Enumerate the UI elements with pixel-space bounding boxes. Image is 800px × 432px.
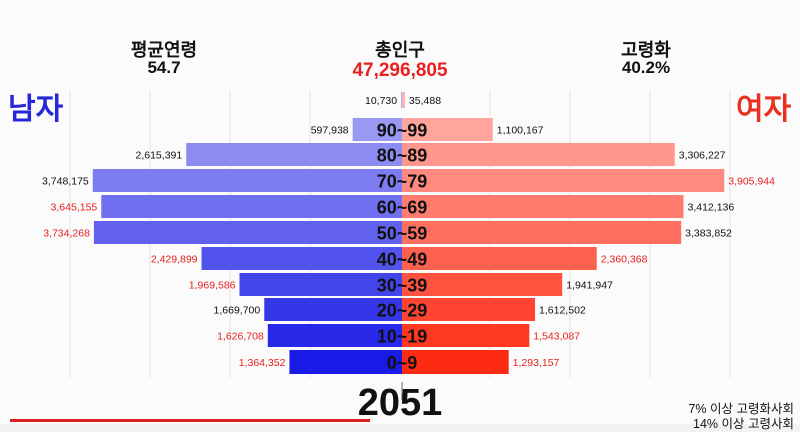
male-bar [289,350,402,374]
aging-rate-value: 40.2% [621,58,671,77]
female-bar [402,247,597,270]
female-bar [402,221,682,244]
male-value-label: 597,938 [311,125,349,137]
female-bar [402,324,530,347]
female-bar [402,273,563,296]
male-bar [267,324,402,347]
male-bar [201,247,402,270]
female-value-label: 2,360,368 [601,254,648,266]
male-bar [93,221,403,244]
female-value-label: 3,412,136 [688,202,735,214]
female-bar [402,350,509,374]
year-label: 2051 [357,382,443,424]
total-population-value: 47,296,805 [352,60,448,81]
female-bar [402,298,536,321]
male-bar [186,143,402,166]
female-bar [402,92,405,108]
male-value-label: 3,748,175 [42,176,89,188]
avg-age-label: 평균연령 [130,40,198,60]
female-value-label: 1,100,167 [497,125,544,137]
progress-line [10,419,370,422]
age-group-label: 40~49 [377,250,428,270]
female-value-label: 1,941,947 [566,280,613,292]
male-value-label: 2,615,391 [136,150,183,162]
female-side-label: 여자 [736,93,792,126]
female-value-label: 1,543,087 [533,331,580,343]
age-group-label: 50~59 [377,224,428,244]
note-aged-society: 14% 이상 고령사회 [693,417,794,431]
age-group-label: 60~69 [377,198,428,218]
male-value-label: 3,645,155 [51,202,98,214]
female-value-label: 3,383,852 [685,228,732,240]
total-population-label: 총인구 [375,40,425,60]
female-value-label: 3,306,227 [679,150,726,162]
male-bar [92,169,402,192]
male-bar [401,92,402,108]
female-value-label: 1,293,157 [513,357,560,369]
female-value-label: 1,612,502 [539,305,586,317]
male-value-label: 1,364,352 [239,357,286,369]
aging-rate-label: 고령화 [621,40,671,60]
male-side-label: 남자 [8,93,64,126]
female-bar [402,143,675,166]
male-bar [239,273,402,296]
female-bar [402,195,684,218]
male-bar [101,195,402,218]
age-group-label: 80~89 [377,146,428,166]
female-value-label: 35,488 [409,95,441,107]
male-value-label: 1,626,708 [217,331,264,343]
age-group-label: 70~79 [377,172,428,192]
note-aging-society: 7% 이상 고령화사회 [688,402,794,416]
age-group-label: 0~9 [387,353,418,373]
male-value-label: 3,734,268 [43,228,90,240]
avg-age-value: 54.7 [147,58,181,77]
age-group-label: 30~39 [377,276,428,296]
male-value-label: 1,969,586 [189,280,236,292]
age-group-label: 90~99 [377,121,428,141]
age-group-label: 20~29 [377,301,428,321]
male-value-label: 1,669,700 [214,305,261,317]
male-value-label: 10,730 [365,95,397,107]
female-bar [402,169,725,192]
male-bar [264,298,402,321]
female-bar [402,118,493,141]
female-value-label: 3,905,944 [728,176,775,188]
male-value-label: 2,429,899 [151,254,198,266]
male-bar [352,118,402,141]
age-group-label: 10~19 [377,327,428,347]
